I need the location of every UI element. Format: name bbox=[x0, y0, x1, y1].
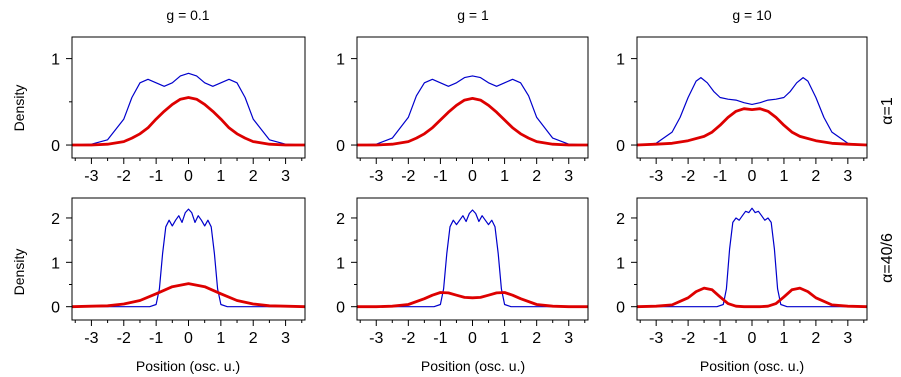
x-tick-label: -1 bbox=[433, 168, 447, 185]
red-density-curve bbox=[72, 96, 305, 147]
panel-6: -3 -2 -1 0 1 2 3 0 1 2 bbox=[616, 197, 868, 347]
x-tick-label: -2 bbox=[401, 330, 415, 347]
y-tick-label: 2 bbox=[51, 211, 60, 228]
red-density-curve bbox=[357, 291, 588, 309]
y-tick-label: 2 bbox=[616, 211, 625, 228]
blue-density-curve bbox=[637, 77, 867, 146]
panel-frame bbox=[636, 36, 868, 159]
y-tick-label: 1 bbox=[51, 52, 60, 69]
x-tick-label: 3 bbox=[564, 330, 573, 347]
panel-frame bbox=[71, 197, 306, 321]
row-label-alpha-40-6: α=40/6 bbox=[879, 233, 896, 283]
column-title-g-1: g = 1 bbox=[457, 7, 489, 23]
x-tick-label: 3 bbox=[564, 168, 573, 185]
x-tick-label: 1 bbox=[216, 330, 225, 347]
x-tick-label: -2 bbox=[401, 168, 415, 185]
y-tick-label: 1 bbox=[616, 52, 625, 69]
x-tick-label: 1 bbox=[500, 330, 509, 347]
y-tick-label: 2 bbox=[336, 211, 345, 228]
x-tick-label: 0 bbox=[184, 330, 193, 347]
ylabel-row-1: Density bbox=[11, 85, 27, 132]
x-tick-label: 2 bbox=[249, 330, 258, 347]
column-title-g-0.1: g = 0.1 bbox=[166, 7, 209, 23]
x-tick-label: 3 bbox=[843, 168, 852, 185]
x-tick-label: 2 bbox=[532, 168, 541, 185]
x-tick-label: 0 bbox=[468, 168, 477, 185]
panel-5: -3 -2 -1 0 1 2 3 0 1 2 bbox=[336, 197, 589, 347]
red-density-curve bbox=[72, 282, 305, 309]
column-title-g-10: g = 10 bbox=[732, 7, 772, 23]
x-tick-label: 1 bbox=[500, 168, 509, 185]
panel-3: -3 -2 -1 0 1 2 3 0 1 bbox=[616, 36, 868, 185]
x-tick-label: 0 bbox=[468, 330, 477, 347]
panel-frame bbox=[636, 197, 868, 321]
red-density-curve bbox=[357, 97, 588, 147]
y-tick-label: 0 bbox=[616, 138, 625, 155]
blue-density-curve bbox=[637, 207, 867, 308]
x-tick-label: 2 bbox=[532, 330, 541, 347]
red-density-curve bbox=[637, 286, 867, 309]
xlabel-col-3: Position (osc. u.) bbox=[700, 358, 804, 374]
x-tick-label: 2 bbox=[811, 330, 820, 347]
y-tick-label: 0 bbox=[51, 138, 60, 155]
x-tick-label: 3 bbox=[843, 330, 852, 347]
x-tick-label: 2 bbox=[249, 168, 258, 185]
blue-density-curve bbox=[72, 208, 305, 308]
blue-density-curve bbox=[357, 75, 588, 146]
blue-density-curve bbox=[357, 209, 588, 308]
x-tick-label: 1 bbox=[779, 168, 788, 185]
x-tick-label: 3 bbox=[281, 330, 290, 347]
ylabel-row-2: Density bbox=[11, 249, 27, 296]
row-label-alpha-1: α=1 bbox=[879, 97, 896, 125]
x-tick-label: 1 bbox=[779, 330, 788, 347]
x-tick-label: -2 bbox=[117, 168, 131, 185]
y-tick-label: 1 bbox=[336, 255, 345, 272]
panel-4: -3 -2 -1 0 1 2 3 0 1 2 bbox=[51, 197, 306, 347]
y-tick-label: 0 bbox=[616, 300, 625, 317]
x-tick-label: -3 bbox=[369, 330, 383, 347]
x-tick-label: -1 bbox=[149, 330, 163, 347]
x-tick-label: 0 bbox=[184, 168, 193, 185]
x-tick-label: -1 bbox=[433, 330, 447, 347]
panel-2: -3 -2 -1 0 1 2 3 0 1 bbox=[336, 36, 589, 185]
x-tick-label: -1 bbox=[713, 330, 727, 347]
x-tick-label: -1 bbox=[713, 168, 727, 185]
y-tick-label: 0 bbox=[336, 300, 345, 317]
x-tick-label: 0 bbox=[748, 330, 757, 347]
x-tick-label: -3 bbox=[369, 168, 383, 185]
x-tick-label: -2 bbox=[681, 168, 695, 185]
xlabel-col-1: Position (osc. u.) bbox=[136, 358, 240, 374]
x-tick-label: -3 bbox=[649, 168, 663, 185]
y-tick-label: 1 bbox=[616, 255, 625, 272]
x-tick-label: -3 bbox=[84, 330, 98, 347]
xlabel-col-2: Position (osc. u.) bbox=[421, 358, 525, 374]
x-tick-label: -2 bbox=[117, 330, 131, 347]
red-density-curve bbox=[637, 107, 867, 147]
x-tick-label: -1 bbox=[149, 168, 163, 185]
y-tick-label: 0 bbox=[336, 138, 345, 155]
x-tick-label: 3 bbox=[281, 168, 290, 185]
panel-frame bbox=[356, 197, 589, 321]
x-tick-label: -2 bbox=[681, 330, 695, 347]
panel-1: -3 -2 -1 0 1 2 3 0 1 bbox=[51, 36, 306, 185]
x-tick-label: -3 bbox=[84, 168, 98, 185]
y-tick-label: 0 bbox=[51, 300, 60, 317]
y-tick-label: 1 bbox=[51, 255, 60, 272]
x-tick-label: 2 bbox=[811, 168, 820, 185]
x-tick-label: -3 bbox=[649, 330, 663, 347]
blue-density-curve bbox=[72, 72, 305, 146]
x-tick-label: 0 bbox=[748, 168, 757, 185]
x-tick-label: 1 bbox=[216, 168, 225, 185]
y-tick-label: 1 bbox=[336, 52, 345, 69]
